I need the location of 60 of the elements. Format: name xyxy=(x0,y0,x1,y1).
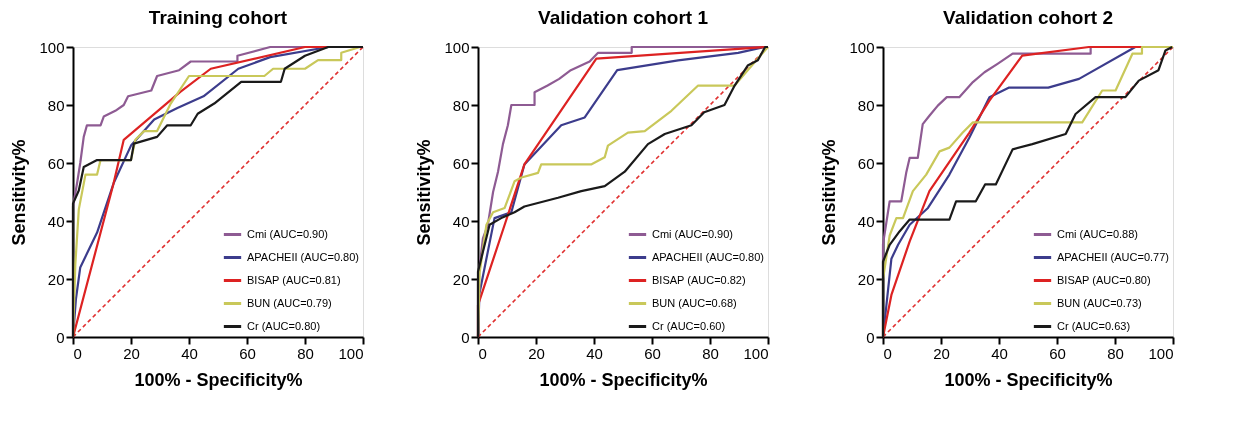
x-axis-title: 100% - Specificity% xyxy=(944,369,1113,390)
chart-title: Validation cohort 1 xyxy=(538,7,709,28)
legend-label: BISAP (AUC=0.80) xyxy=(1057,273,1151,286)
y-tick-label: 40 xyxy=(47,212,65,230)
legend-label: APACHEII (AUC=0.77) xyxy=(1057,250,1169,263)
chart-title: Training cohort xyxy=(148,7,288,28)
legend-label: BISAP (AUC=0.81) xyxy=(247,273,341,286)
x-tick-label: 100 xyxy=(338,344,364,362)
legend-label: Cr (AUC=0.63) xyxy=(1057,319,1131,332)
y-axis-title: Sensitivity% xyxy=(414,139,435,246)
x-tick-label: 80 xyxy=(297,344,314,362)
x-tick-label: 80 xyxy=(702,344,719,362)
y-tick-label: 80 xyxy=(452,96,470,114)
x-tick-label: 20 xyxy=(123,344,140,362)
y-tick-label: 40 xyxy=(857,212,875,230)
y-tick-label: 60 xyxy=(452,154,470,172)
legend-label: APACHEII (AUC=0.80) xyxy=(247,250,359,263)
legend-label: Cr (AUC=0.60) xyxy=(652,319,726,332)
legend-label: BUN (AUC=0.79) xyxy=(247,296,332,309)
y-tick-label: 0 xyxy=(461,328,470,346)
x-tick-label: 0 xyxy=(73,344,82,362)
x-tick-label: 20 xyxy=(933,344,950,362)
legend-label: APACHEII (AUC=0.80) xyxy=(652,250,764,263)
x-tick-label: 20 xyxy=(528,344,545,362)
y-tick-label: 100 xyxy=(39,38,65,56)
legend-label: BUN (AUC=0.68) xyxy=(652,296,737,309)
legend-label: BUN (AUC=0.73) xyxy=(1057,296,1142,309)
y-tick-label: 100 xyxy=(849,38,875,56)
y-tick-label: 80 xyxy=(47,96,65,114)
chart-title: Validation cohort 2 xyxy=(943,7,1113,28)
legend-label: Cr (AUC=0.80) xyxy=(247,319,321,332)
x-tick-label: 60 xyxy=(644,344,661,362)
y-axis-title: Sensitivity% xyxy=(819,139,840,246)
x-tick-label: 40 xyxy=(586,344,603,362)
x-tick-label: 0 xyxy=(883,344,892,362)
y-tick-label: 60 xyxy=(857,154,875,172)
y-tick-label: 20 xyxy=(47,270,65,288)
x-tick-label: 0 xyxy=(478,344,487,362)
x-tick-label: 100 xyxy=(1148,344,1174,362)
x-tick-label: 60 xyxy=(239,344,256,362)
y-tick-label: 100 xyxy=(444,38,470,56)
x-axis-title: 100% - Specificity% xyxy=(134,369,303,390)
y-tick-label: 0 xyxy=(56,328,65,346)
x-tick-label: 100 xyxy=(743,344,769,362)
x-tick-label: 80 xyxy=(1107,344,1124,362)
x-tick-label: 60 xyxy=(1049,344,1066,362)
x-tick-label: 40 xyxy=(181,344,198,362)
y-tick-label: 20 xyxy=(857,270,875,288)
y-tick-label: 80 xyxy=(857,96,875,114)
x-tick-label: 40 xyxy=(991,344,1008,362)
legend-label: Cmi (AUC=0.88) xyxy=(1057,227,1138,240)
x-axis-title: 100% - Specificity% xyxy=(539,369,708,390)
y-axis-title: Sensitivity% xyxy=(9,139,30,246)
y-tick-label: 0 xyxy=(866,328,875,346)
y-tick-label: 20 xyxy=(452,270,470,288)
legend-label: Cmi (AUC=0.90) xyxy=(652,227,733,240)
y-tick-label: 60 xyxy=(47,154,65,172)
legend-label: Cmi (AUC=0.90) xyxy=(247,227,328,240)
legend-label: BISAP (AUC=0.82) xyxy=(652,273,746,286)
y-tick-label: 40 xyxy=(452,212,470,230)
